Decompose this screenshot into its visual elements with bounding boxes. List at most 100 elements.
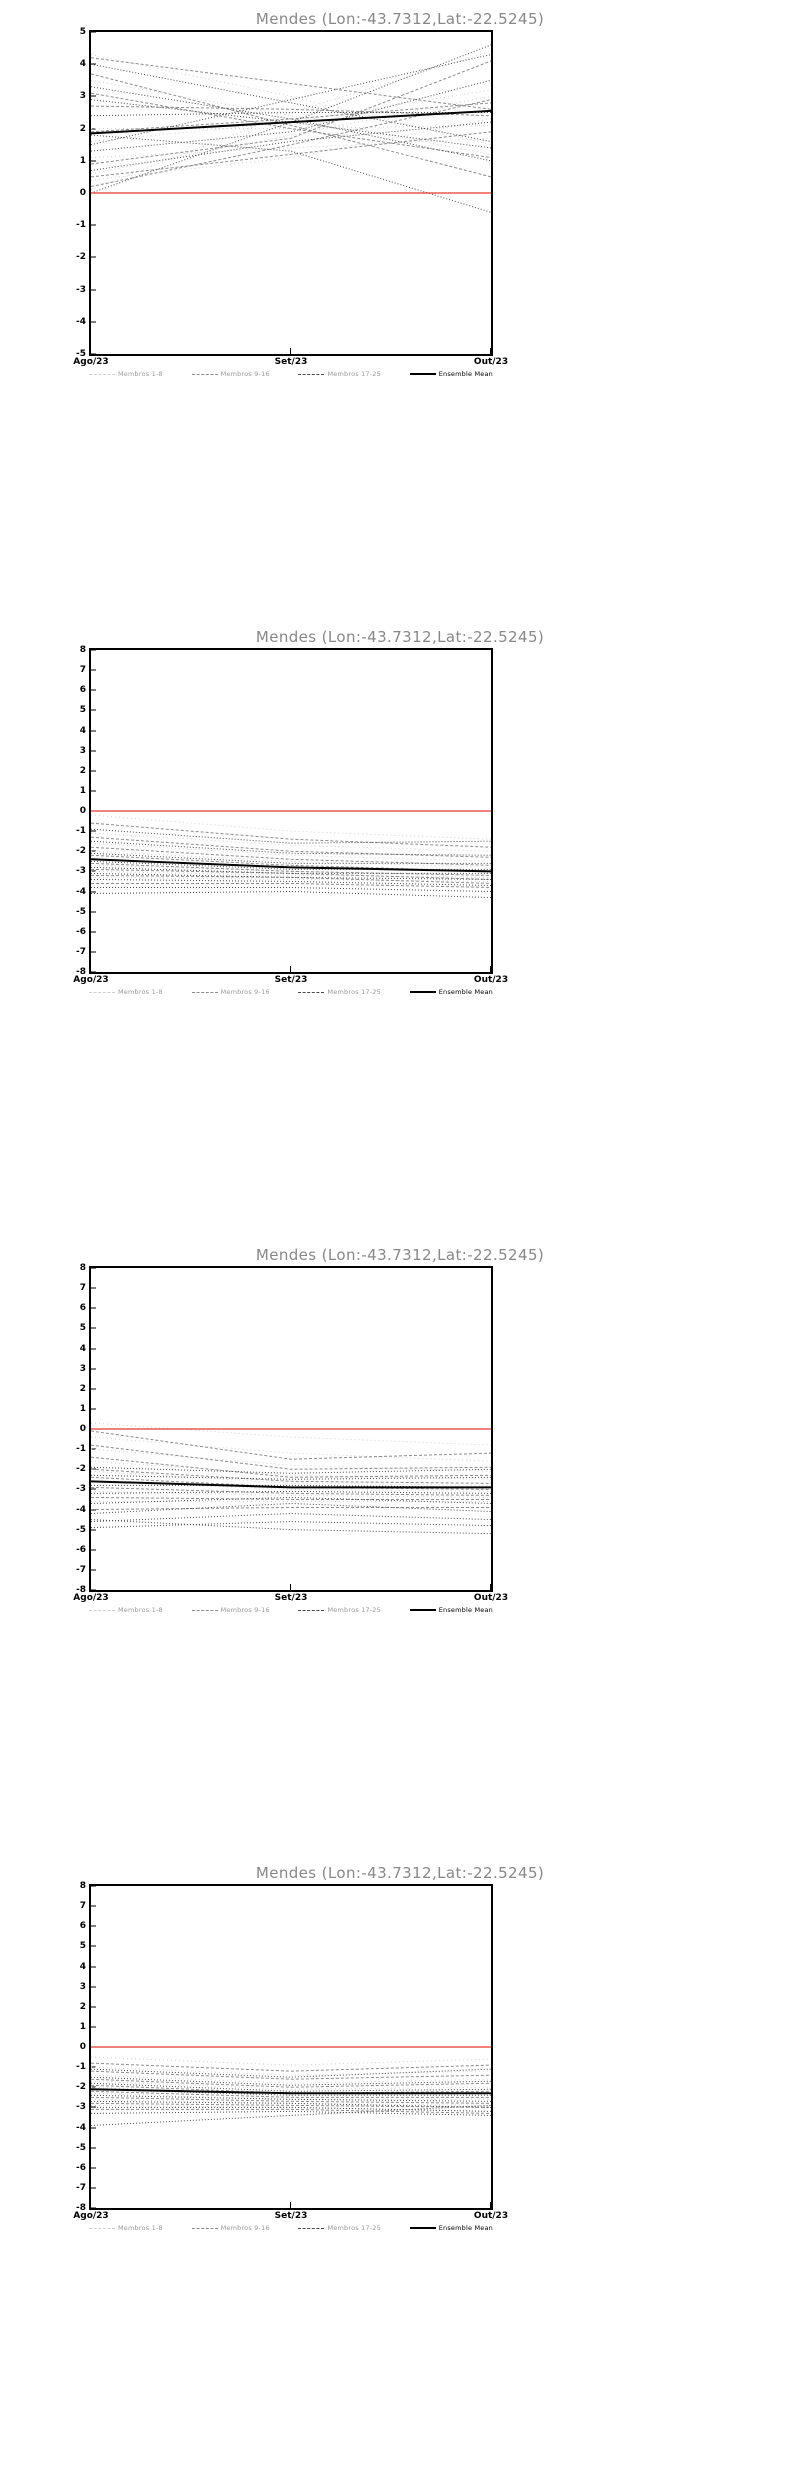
y-tick-mark bbox=[91, 1589, 96, 1591]
legend-item-3: Ensemble Mean bbox=[409, 988, 493, 996]
y-tick-label: -4 bbox=[76, 1504, 86, 1515]
x-tick-label: Set/23 bbox=[274, 1593, 308, 1603]
series-line bbox=[91, 2097, 491, 2103]
chart-legend: Membros 1-8 Membros 9-16 Membros 17-25 Ense… bbox=[89, 370, 493, 378]
series-line bbox=[91, 132, 491, 177]
y-tick-label: 4 bbox=[79, 59, 86, 70]
series-line bbox=[91, 2103, 491, 2107]
y-tick-mark bbox=[91, 128, 96, 130]
y-tick-label: -5 bbox=[76, 349, 86, 359]
chart-panel-max-temperature-anomaly: Mendes (Lon:-43.7312,Lat:-22.5245)Anomal… bbox=[0, 1236, 800, 1854]
y-tick-label: 5 bbox=[79, 705, 86, 716]
legend-swatch-icon bbox=[191, 373, 218, 375]
y-tick-mark bbox=[91, 1408, 96, 1410]
legend-item-0: Membros 1-8 bbox=[89, 1606, 163, 1614]
y-tick-mark bbox=[91, 1966, 96, 1967]
y-tick-label: -8 bbox=[76, 2203, 86, 2213]
y-tick-mark bbox=[91, 321, 96, 323]
y-tick-mark bbox=[91, 353, 96, 355]
series-line bbox=[91, 851, 491, 867]
y-tick-label: 1 bbox=[79, 2021, 86, 2032]
series-line bbox=[91, 2075, 491, 2083]
legend-swatch-icon bbox=[298, 1609, 325, 1611]
legend-label: Membros 9-16 bbox=[220, 370, 270, 378]
series-line bbox=[91, 2077, 491, 2085]
chart-panel-min-temperature-anomaly: Mendes (Lon:-43.7312,Lat:-22.5245)Anomal… bbox=[0, 1854, 800, 2472]
series-line bbox=[91, 837, 491, 857]
legend-label: Membros 17-25 bbox=[327, 2224, 381, 2232]
y-tick-label: 5 bbox=[79, 1941, 86, 1952]
y-tick-mark bbox=[91, 689, 96, 691]
chart-title: Mendes (Lon:-43.7312,Lat:-22.5245) bbox=[255, 1246, 545, 1264]
y-tick-label: -7 bbox=[76, 946, 86, 957]
y-tick-label: 4 bbox=[79, 1343, 86, 1354]
series-line bbox=[91, 1503, 491, 1513]
series-line bbox=[91, 855, 491, 871]
y-tick-label: -4 bbox=[76, 316, 86, 327]
y-tick-label: 5 bbox=[79, 1323, 86, 1334]
legend-label: Membros 1-8 bbox=[118, 2224, 163, 2232]
series-line bbox=[91, 2095, 491, 2101]
legend-item-1: Membros 9-16 bbox=[191, 1606, 270, 1614]
y-tick-label: -3 bbox=[76, 284, 86, 295]
series-line bbox=[91, 892, 491, 898]
series-line bbox=[91, 2081, 491, 2089]
y-tick-label: 7 bbox=[79, 1283, 86, 1294]
y-tick-label: -5 bbox=[76, 2142, 86, 2153]
series-line bbox=[91, 2083, 491, 2091]
y-tick-mark bbox=[91, 160, 96, 162]
y-tick-label: -6 bbox=[76, 2162, 86, 2173]
series-line bbox=[91, 2099, 491, 2105]
series-line bbox=[91, 1469, 491, 1483]
y-tick-label: 8 bbox=[79, 1881, 86, 1891]
legend-label: Membros 17-25 bbox=[327, 988, 381, 996]
series-line bbox=[91, 103, 491, 132]
y-tick-mark bbox=[91, 2147, 96, 2149]
y-tick-mark bbox=[91, 2026, 96, 2028]
series-line bbox=[91, 74, 491, 177]
series-line bbox=[91, 2069, 491, 2077]
y-tick-mark bbox=[91, 95, 96, 97]
plot-area: Anomalia de Temperatura Media a 2m (oC)8… bbox=[73, 645, 508, 985]
y-tick-mark bbox=[91, 971, 96, 973]
series-line bbox=[91, 122, 491, 170]
series-line bbox=[91, 1437, 491, 1461]
x-tick-mark bbox=[290, 1584, 292, 1590]
y-tick-mark bbox=[91, 224, 96, 226]
series-line bbox=[91, 87, 491, 161]
legend-item-1: Membros 9-16 bbox=[191, 2224, 270, 2232]
series-line bbox=[91, 90, 491, 142]
y-tick-label: 1 bbox=[79, 1403, 86, 1414]
y-tick-label: 6 bbox=[79, 1303, 86, 1314]
x-tick-label: Out/23 bbox=[473, 2211, 509, 2221]
series-line bbox=[91, 2057, 491, 2065]
y-tick-mark bbox=[91, 2086, 96, 2088]
y-tick-label: -1 bbox=[76, 220, 86, 231]
chart-title: Mendes (Lon:-43.7312,Lat:-22.5245) bbox=[255, 10, 545, 28]
y-tick-mark bbox=[91, 1448, 96, 1450]
x-tick-mark bbox=[490, 1584, 492, 1590]
legend-swatch-icon bbox=[298, 991, 325, 993]
y-tick-label: 4 bbox=[79, 725, 86, 736]
series-line bbox=[91, 847, 491, 865]
y-tick-mark bbox=[91, 31, 96, 33]
y-tick-mark bbox=[91, 256, 96, 258]
y-tick-label: -2 bbox=[76, 1464, 86, 1475]
y-tick-mark bbox=[91, 1368, 96, 1370]
plot-area: Anomalia de Temperatura Maxima a 2m (oC)… bbox=[73, 1263, 508, 1603]
y-tick-mark bbox=[91, 1945, 96, 1947]
chart-title: Mendes (Lon:-43.7312,Lat:-22.5245) bbox=[255, 1864, 545, 1882]
y-tick-label: -2 bbox=[76, 2082, 86, 2093]
legend-label: Ensemble Mean bbox=[438, 988, 493, 996]
x-tick-mark bbox=[290, 2202, 292, 2208]
legend-swatch-icon bbox=[298, 373, 325, 375]
y-tick-mark bbox=[91, 730, 96, 731]
y-tick-label: -2 bbox=[76, 252, 86, 263]
y-tick-mark bbox=[91, 63, 96, 65]
y-tick-label: 4 bbox=[79, 1961, 86, 1972]
legend-item-1: Membros 9-16 bbox=[191, 370, 270, 378]
legend-swatch-icon bbox=[409, 991, 436, 993]
legend-item-2: Membros 17-25 bbox=[298, 2224, 381, 2232]
x-tick-mark bbox=[90, 1584, 92, 1590]
x-tick-mark bbox=[90, 2202, 92, 2208]
